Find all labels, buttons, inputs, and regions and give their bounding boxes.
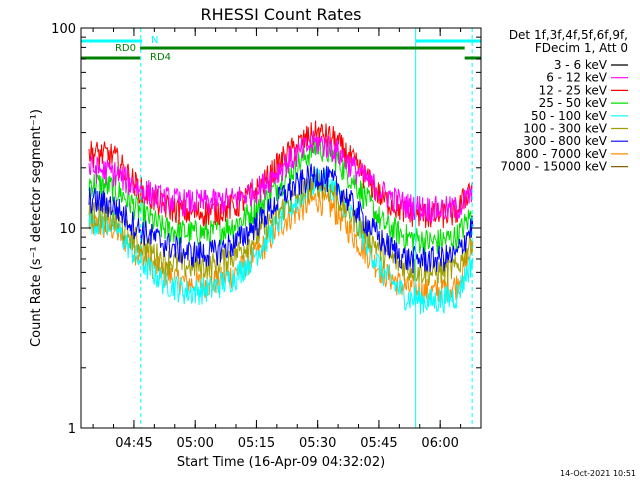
y-axis-label: Count Rate (s⁻¹ detector segment⁻¹) [29,109,44,347]
legend-label-7000-15000-keV: 7000 - 15000 keV [500,160,607,174]
series-layer [88,120,474,315]
x-tick-label: 05:30 [299,436,336,451]
y-tick-label: 1 [68,422,76,437]
series-line-300-800-keV [88,163,474,274]
series-line-100-300-keV [88,171,474,286]
annotation-label-rd4: RD4 [150,52,171,63]
annotation-layer: N RD0 RD4 [81,35,481,63]
series-line-25-50-keV [88,136,474,256]
x-axis-label: Start Time (16-Apr-09 04:32:02) [177,455,385,470]
y-tick-label: 10 [59,222,76,237]
legend-label-25-50-keV: 25 - 50 keV [539,96,608,110]
series-line-6-12-keV [88,130,474,224]
legend-header-line-2: FDecim 1, Att 0 [535,41,628,55]
footer-timestamp: 14-Oct-2021 10:51 [560,469,636,478]
x-tick-label: 05:45 [360,436,397,451]
legend-label-50-100-keV: 50 - 100 keV [531,109,608,123]
legend-label-300-800-keV: 300 - 800 keV [523,134,607,148]
series-line-50-100-keV [88,167,474,315]
legend-label-3-6-keV: 3 - 6 keV [554,58,608,72]
legend: Det 1f,3f,4f,5f,6f,9f, FDecim 1, Att 0 3… [500,28,628,174]
legend-label-6-12-keV: 6 - 12 keV [546,71,608,85]
annotation-label-rd0: RD0 [115,43,136,54]
axis-layer: 04:45 05:00 05:15 05:30 05:45 06:00 1 10 100 [51,22,482,451]
chart-title: RHESSI Count Rates [201,5,362,24]
legend-label-12-25-keV: 12 - 25 keV [539,83,608,97]
legend-label-800-7000-keV: 800 - 7000 keV [516,147,608,161]
x-tick-label: 05:00 [176,436,213,451]
y-tick-label: 100 [51,22,76,37]
x-tick-label: 05:15 [238,436,275,451]
legend-label-100-300-keV: 100 - 300 keV [523,122,607,136]
x-tick-label: 04:45 [115,436,152,451]
annotation-label-n: N [151,35,158,46]
x-tick-label: 06:00 [421,436,458,451]
legend-header-line-1: Det 1f,3f,4f,5f,6f,9f, [509,28,628,42]
